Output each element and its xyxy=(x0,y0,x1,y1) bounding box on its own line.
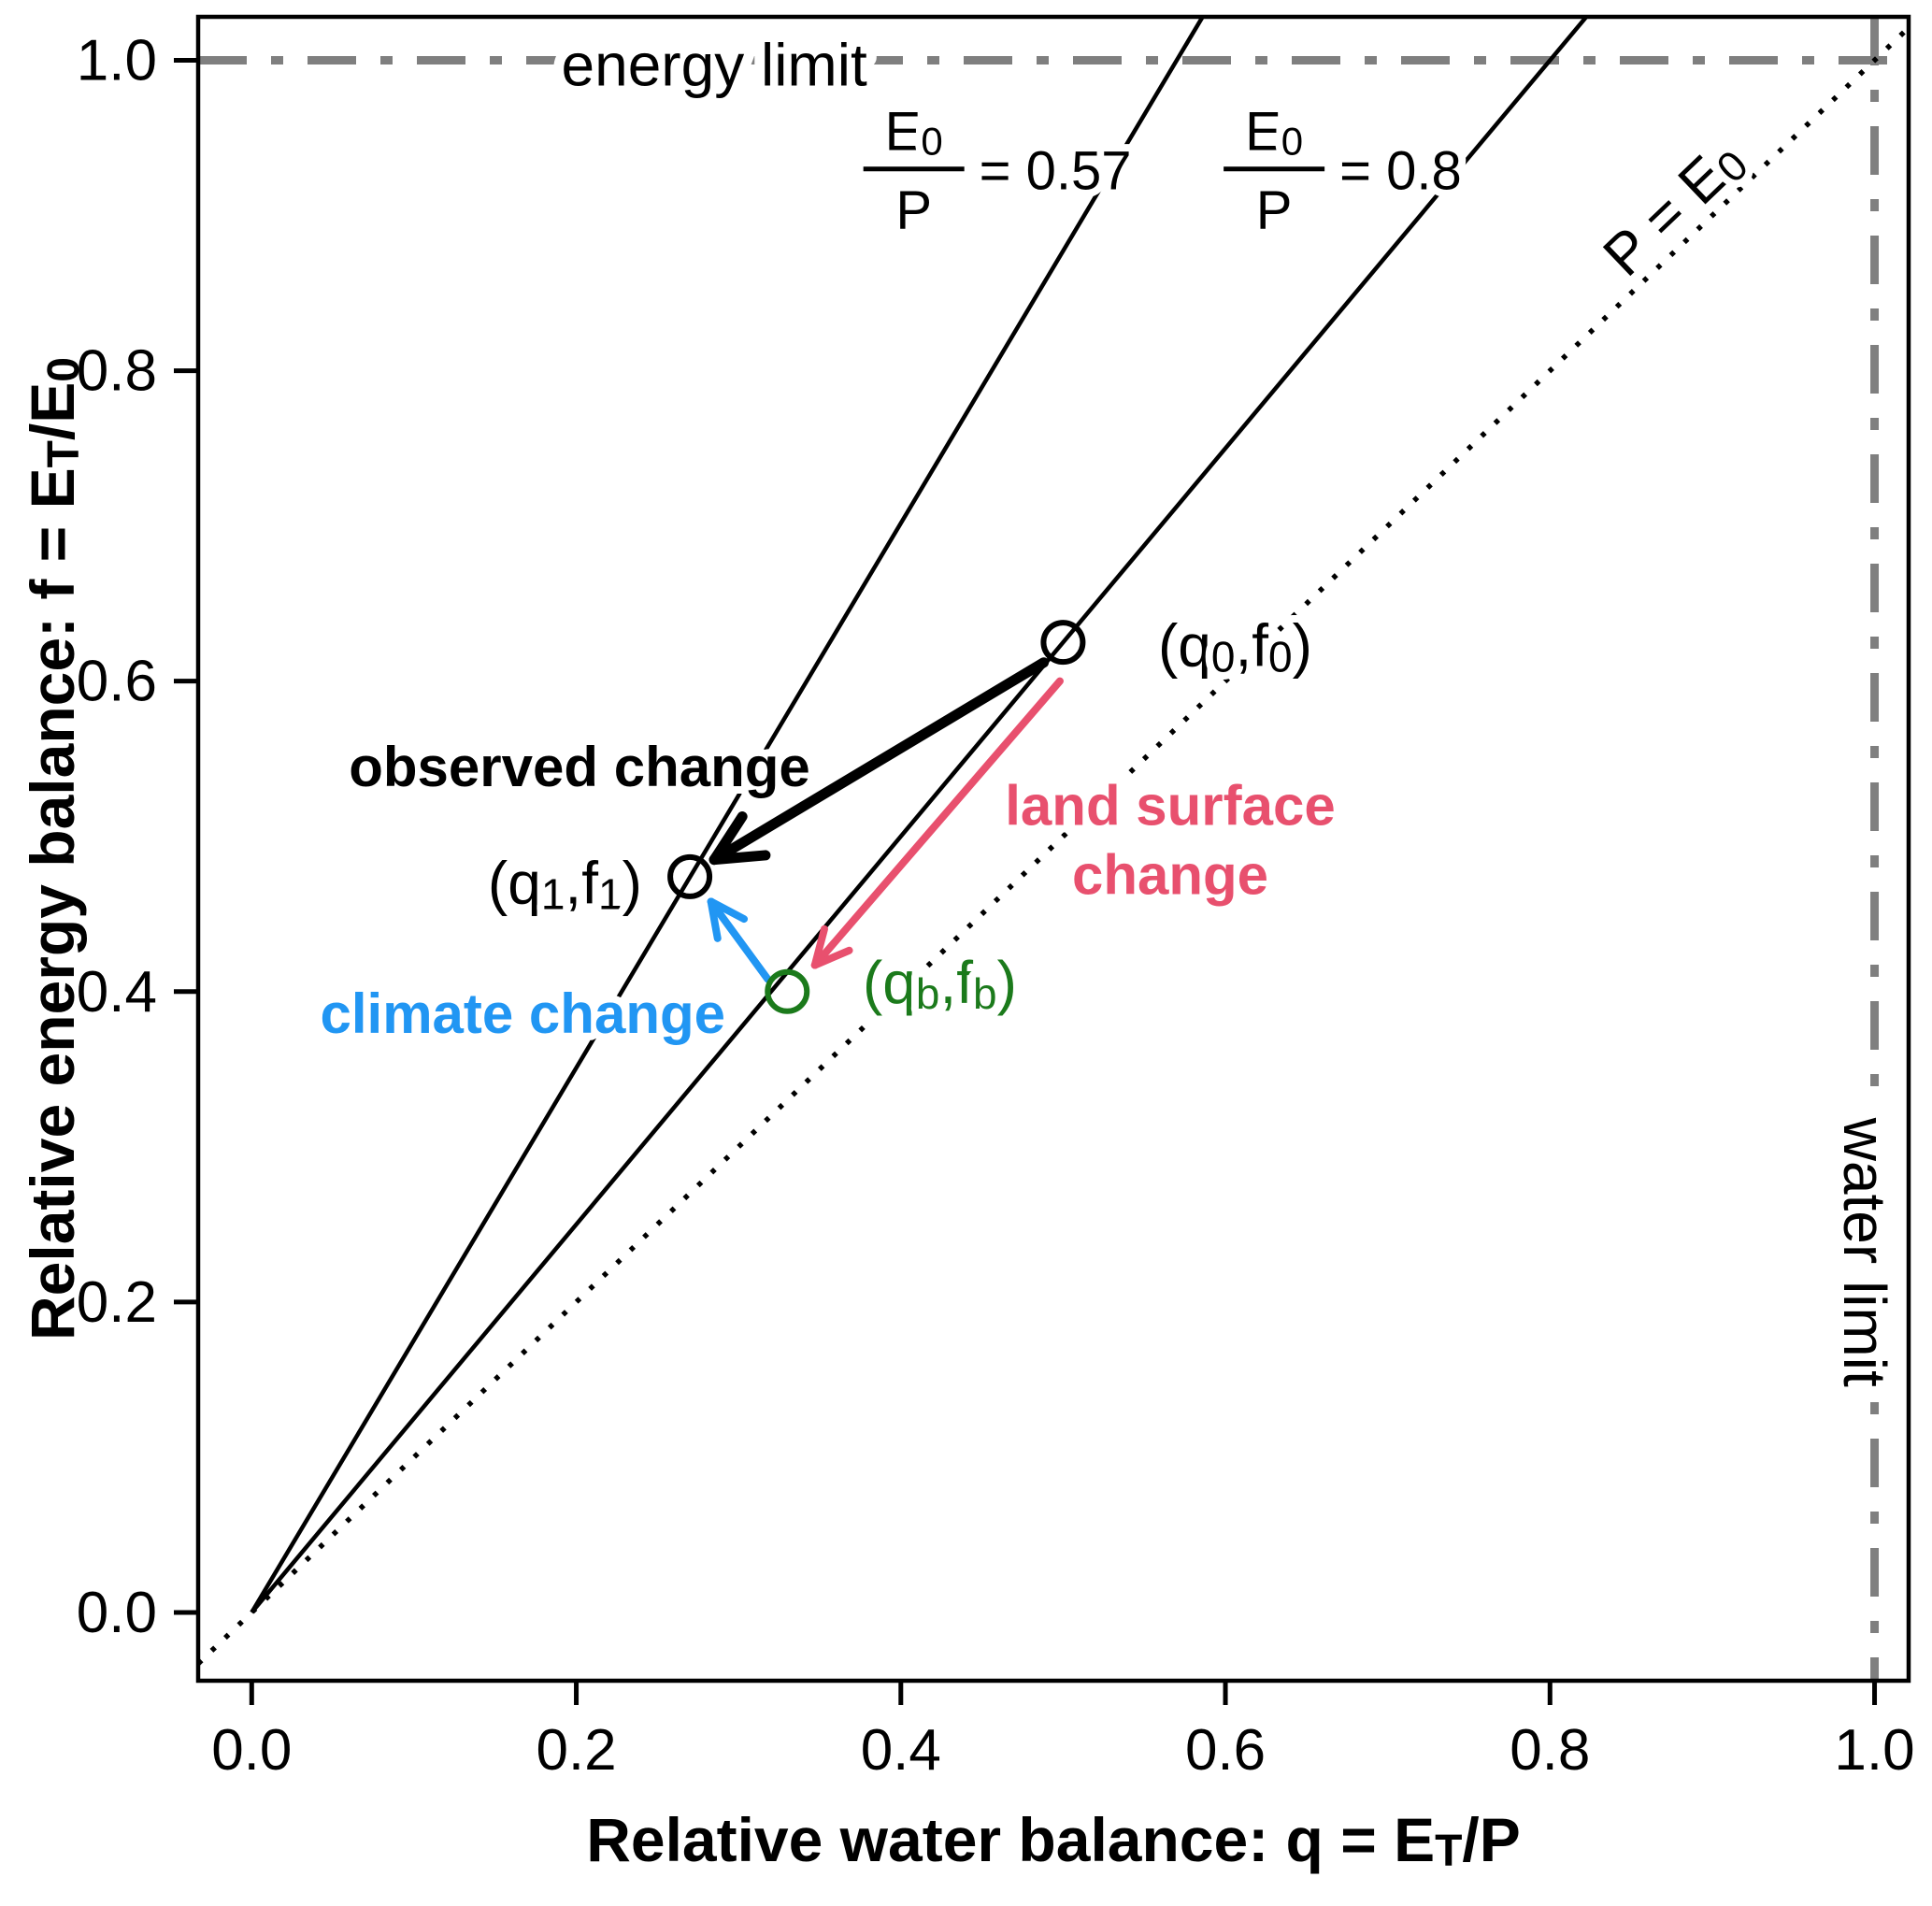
label-baseline-state: (qb,fb) xyxy=(863,949,1017,1018)
reference-lines-layer xyxy=(198,17,1909,1681)
point-observed-final-state xyxy=(667,853,713,899)
label-p-equals-e0: P = E0 xyxy=(1591,127,1756,290)
supply-ratio-0-8-line xyxy=(250,17,1590,1614)
x-tick-label: 0.8 xyxy=(1510,1718,1590,1783)
label-supply-ratio-0-57-numerator: E0 xyxy=(885,101,943,163)
x-tick-label: 0.0 xyxy=(211,1718,292,1783)
label-supply-ratio-0-8-numerator: E0 xyxy=(1245,101,1303,163)
label-climate-change: climate change xyxy=(320,982,725,1045)
x-tick-label: 1.0 xyxy=(1834,1718,1914,1783)
point-initial-state xyxy=(1040,620,1086,666)
p-equals-e0-line xyxy=(198,25,1909,1666)
y-tick-label: 0.6 xyxy=(77,649,157,713)
label-supply-ratio-0-8-value: = 0.8 xyxy=(1339,140,1462,201)
label-land-surface-change: land surface change xyxy=(1005,774,1335,906)
label-energy-limit: energy limit xyxy=(562,31,867,98)
label-supply-ratio-0-57-denominator: P xyxy=(895,179,932,240)
y-tick-label: 0.0 xyxy=(77,1580,157,1644)
x-axis-title: Relative water balance: q = ET/P xyxy=(586,1805,1521,1876)
supply-ratio-0-57-line xyxy=(250,17,1206,1614)
y-axis-title: Relative energy balance: f = ET/E0 xyxy=(18,357,89,1340)
y-tick-label: 0.4 xyxy=(77,959,157,1024)
x-tick-label: 0.6 xyxy=(1185,1718,1266,1783)
x-tick-label: 0.2 xyxy=(536,1718,616,1783)
point-baseline-state xyxy=(765,968,810,1014)
label-observed-change: observed change xyxy=(349,735,810,797)
label-supply-ratio-0-57: E0 P = 0.57 xyxy=(863,93,1139,248)
arrow-climate-change xyxy=(707,897,772,983)
y-tick-label: 1.0 xyxy=(77,28,157,93)
label-supply-ratio-0-8: E0 P = 0.8 xyxy=(1224,93,1469,248)
label-initial-state: (q0,f0) xyxy=(1158,611,1312,681)
label-water-limit: water limit xyxy=(1831,1117,1898,1387)
label-observed-final-state: (q1,f1) xyxy=(488,850,642,919)
label-supply-ratio-0-57-value: = 0.57 xyxy=(980,140,1132,201)
label-supply-ratio-0-8-denominator: P xyxy=(1256,179,1293,240)
axes-layer: 0.0 0.2 0.4 0.6 0.8 1.0 0.0 0.2 0.4 0.6 0.8 1.0 Rela… xyxy=(18,28,1915,1876)
x-tick-label: 0.4 xyxy=(861,1718,941,1783)
y-tick-label: 0.2 xyxy=(77,1269,157,1334)
y-tick-label: 0.8 xyxy=(77,338,157,403)
arrow-land-surface-change xyxy=(810,677,1064,969)
arrow-observed-change xyxy=(708,657,1050,866)
plot-border xyxy=(195,14,1911,1684)
marks-layer xyxy=(667,620,1086,1014)
